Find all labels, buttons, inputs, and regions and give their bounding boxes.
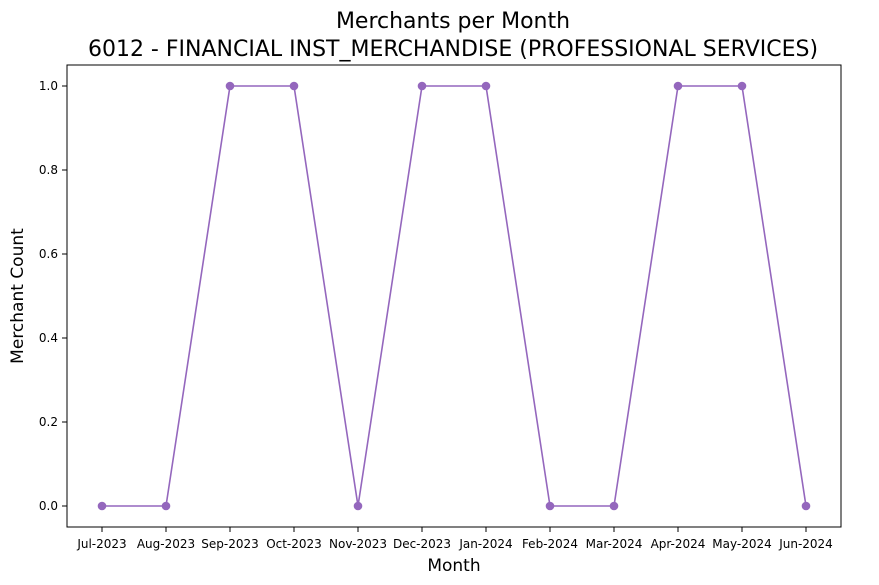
x-tick-label: Jul-2023 [76,537,126,551]
data-point [417,81,427,91]
y-tick-label: 0.4 [39,331,58,345]
x-axis-label: Month [427,556,480,576]
data-point [161,501,171,511]
data-point [225,81,235,91]
data-point [353,501,363,511]
x-tick-label: Aug-2023 [137,537,195,551]
y-axis-label: Merchant Count [8,228,28,364]
data-point [609,501,619,511]
data-point [97,501,107,511]
y-tick-label: 0.2 [39,415,58,429]
plot-area [66,64,842,528]
x-tick-label: Mar-2024 [586,537,643,551]
data-point [289,81,299,91]
x-tick-label: Apr-2024 [651,537,706,551]
x-axis: Jul-2023 Aug-2023 Sep-2023 Oct-2023 Nov-2023… [76,527,833,551]
data-point [673,81,683,91]
data-point [545,501,555,511]
x-tick-label: May-2024 [712,537,771,551]
x-tick-label: Nov-2023 [329,537,387,551]
data-point [801,501,811,511]
data-point [481,81,491,91]
series-line [102,85,807,507]
y-tick-label: 1.0 [39,79,58,93]
x-tick-label: Feb-2024 [522,537,578,551]
series-layer [97,81,811,511]
x-tick-label: Sep-2023 [201,537,259,551]
x-tick-label: Oct-2023 [266,537,322,551]
chart-subtitle: 6012 - FINANCIAL INST_MERCHANDISE (PROFE… [88,37,818,62]
x-tick-label: Dec-2023 [393,537,451,551]
x-tick-label: Jun-2024 [778,537,833,551]
data-point [737,81,747,91]
y-axis: 0.0 0.2 0.4 0.6 0.8 1.0 [39,79,67,513]
chart-title: Merchants per Month [336,9,570,34]
y-tick-label: 0.0 [39,499,58,513]
y-tick-label: 0.6 [39,247,58,261]
x-tick-label: Jan-2024 [458,537,512,551]
y-tick-label: 0.8 [39,163,58,177]
